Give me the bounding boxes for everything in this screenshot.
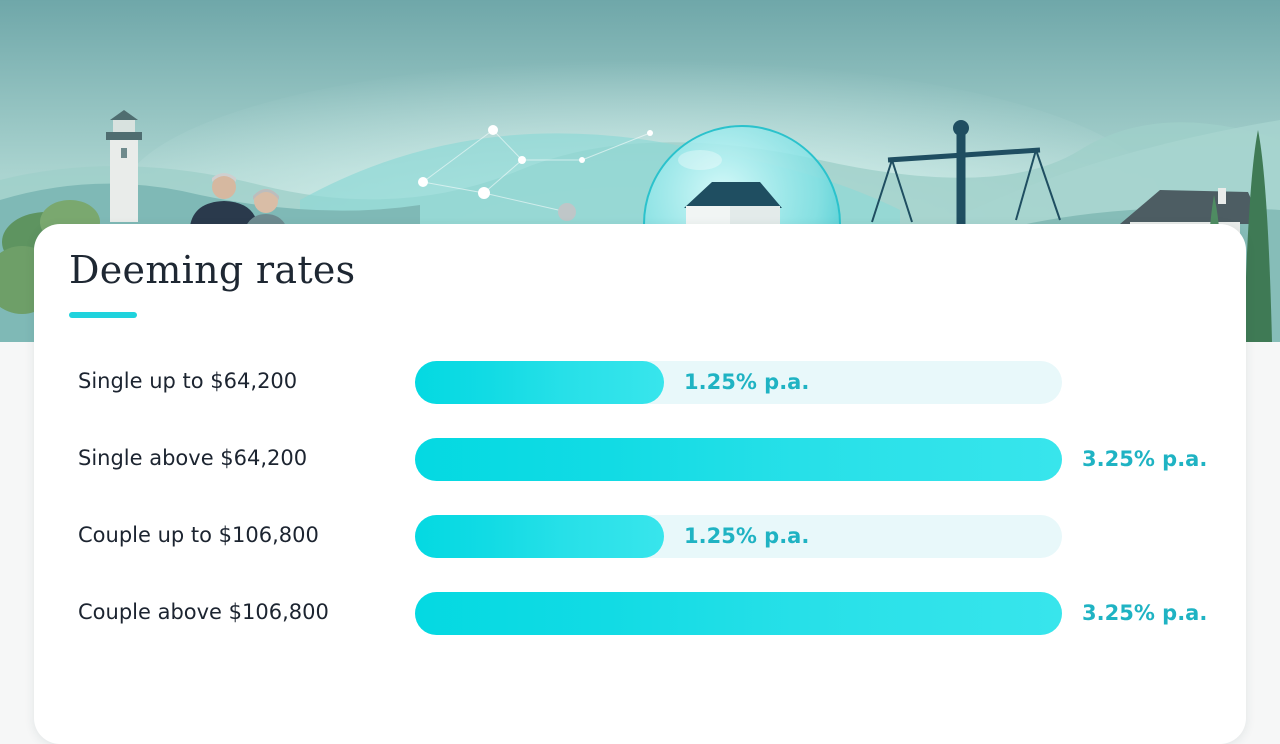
value-label: 1.25% p.a. xyxy=(684,524,810,548)
bar-track xyxy=(415,438,1062,481)
bar-track xyxy=(415,361,1062,404)
title-underline-accent xyxy=(69,312,137,318)
category-label: Couple up to $106,800 xyxy=(78,523,319,547)
deeming-rates-card: Deeming rates Single up to $64,200 1.25% … xyxy=(34,224,1246,744)
bar-row: Couple up to $106,800 1.25% p.a. xyxy=(34,515,1246,559)
category-label: Couple above $106,800 xyxy=(78,600,329,624)
category-label: Single up to $64,200 xyxy=(78,369,298,393)
category-label: Single above $64,200 xyxy=(78,446,308,470)
bar-row: Single above $64,200 3.25% p.a. xyxy=(34,438,1246,482)
bar-track xyxy=(415,515,1062,558)
value-label: 1.25% p.a. xyxy=(684,370,810,394)
bar xyxy=(415,361,664,404)
bar xyxy=(415,515,664,558)
bar-row: Couple above $106,800 3.25% p.a. xyxy=(34,592,1246,636)
bar xyxy=(415,438,1062,481)
value-label: 3.25% p.a. xyxy=(1082,601,1208,625)
lighthouse-icon xyxy=(106,110,142,222)
balance-scale-icon xyxy=(871,120,1061,226)
value-label: 3.25% p.a. xyxy=(1082,447,1208,471)
page-title: Deeming rates xyxy=(69,248,356,292)
bar-row: Single up to $64,200 1.25% p.a. xyxy=(34,361,1246,405)
bar-track xyxy=(415,592,1062,635)
bar xyxy=(415,592,1062,635)
retired-couple-icon xyxy=(190,173,286,226)
